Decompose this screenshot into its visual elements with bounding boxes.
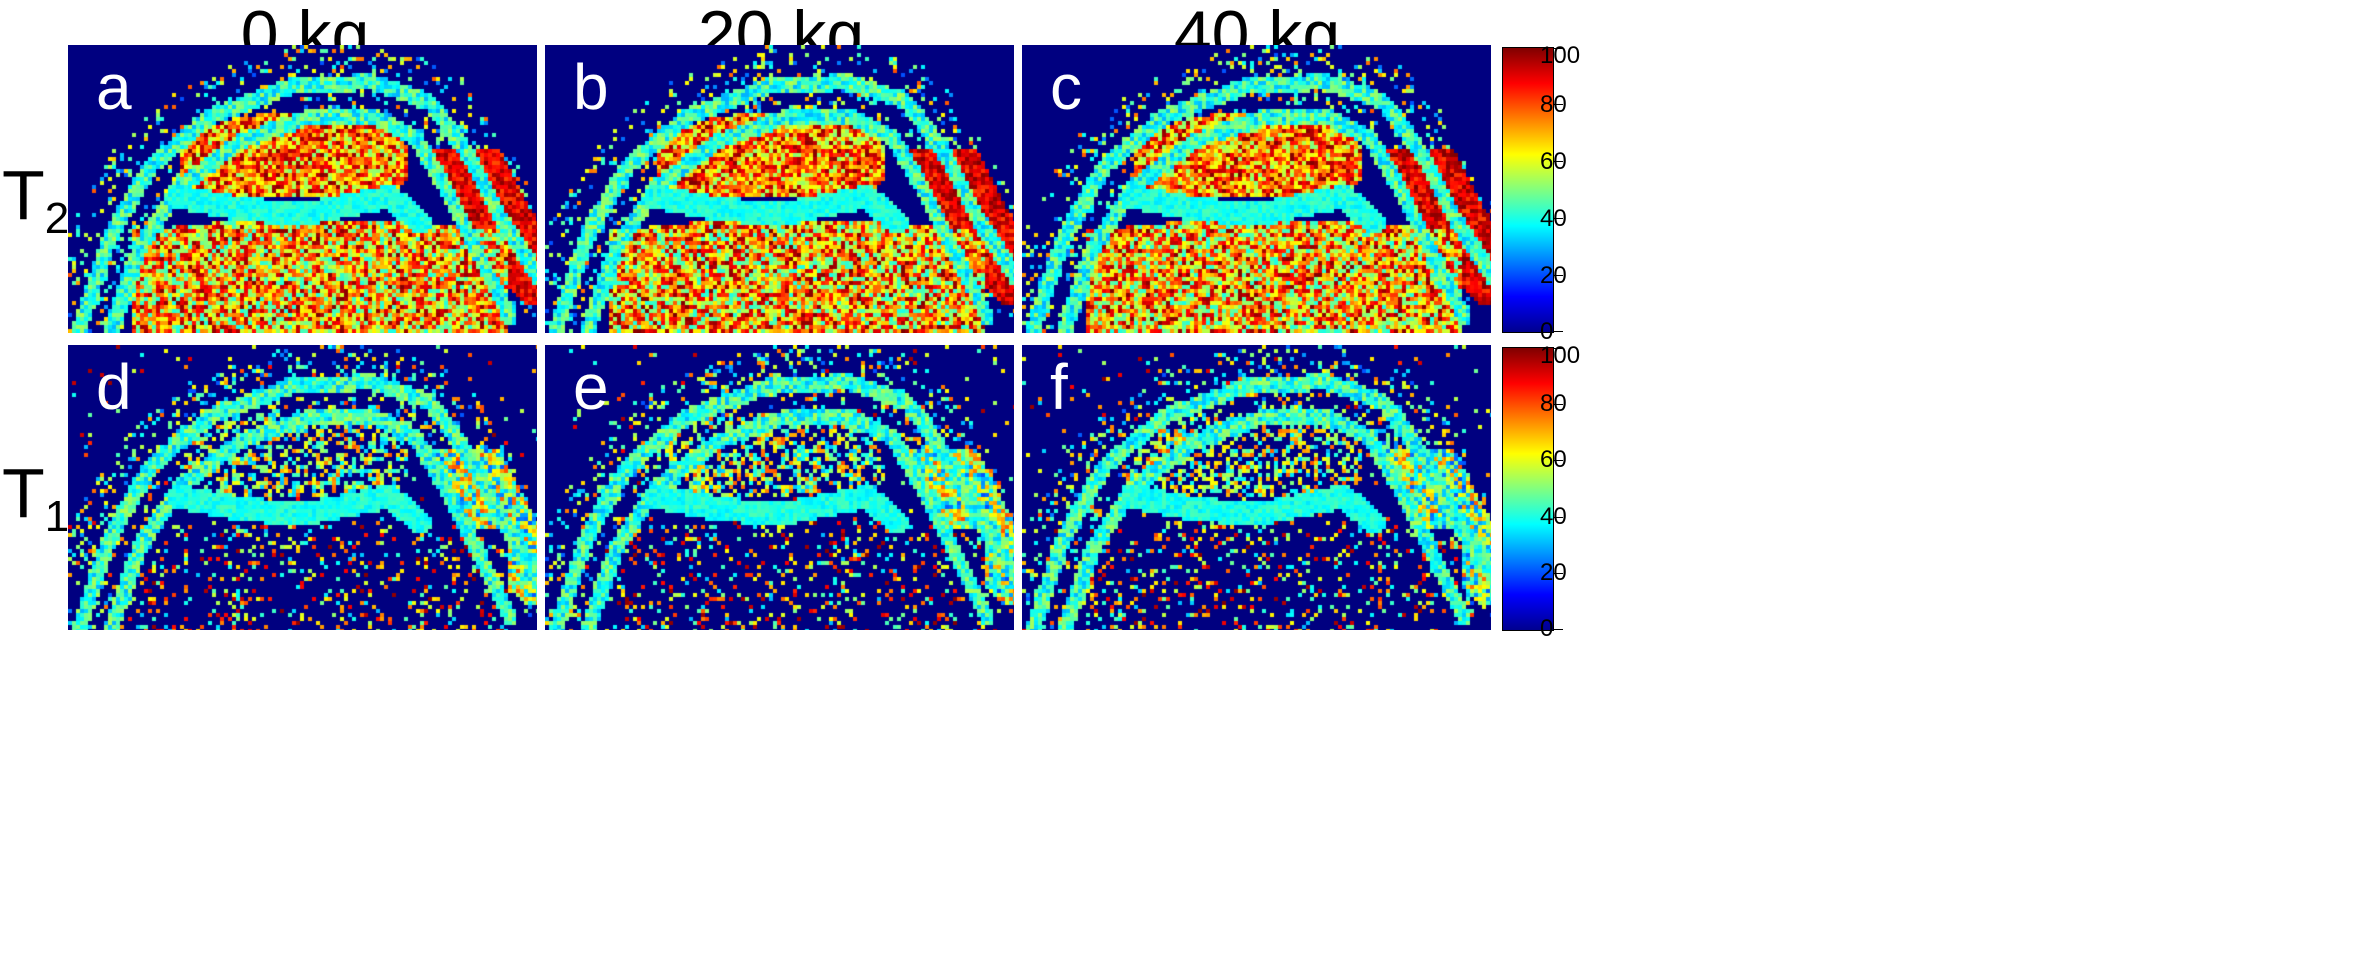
colorbar-bottom-tick-60: 60	[1540, 446, 1567, 473]
panel-b-image	[545, 45, 1014, 333]
panel-d: d	[68, 345, 537, 630]
panel-a-image	[68, 45, 537, 333]
panel-c-letter: c	[1050, 51, 1082, 123]
panel-d-image	[68, 345, 537, 630]
colorbar-top-tick-60: 60	[1540, 148, 1567, 175]
colorbar-top	[1502, 47, 1563, 333]
panel-e-image	[545, 345, 1014, 630]
colorbar-top-tick-40: 40	[1540, 205, 1567, 232]
row-label-t2: T2	[2, 160, 69, 241]
colorbar-bottom-tick-40: 40	[1540, 503, 1567, 530]
colorbar-bottom-tick-20: 20	[1540, 559, 1567, 586]
panel-a-letter: a	[96, 51, 132, 123]
panel-f: f	[1022, 345, 1491, 630]
panel-d-letter: d	[96, 351, 132, 423]
panel-c-image	[1022, 45, 1491, 333]
panel-e: e	[545, 345, 1014, 630]
panel-b-letter: b	[573, 51, 609, 123]
colorbar-bottom-tick-80: 80	[1540, 390, 1567, 417]
panel-f-letter: f	[1050, 351, 1068, 423]
colorbar-top-tick-0: 0	[1540, 318, 1554, 345]
panel-b: b	[545, 45, 1014, 333]
colorbar-bottom-tick-0: 0	[1540, 615, 1554, 642]
panel-c: c	[1022, 45, 1491, 333]
row-label-t1rho-main: T	[2, 454, 45, 532]
panel-a: a	[68, 45, 537, 333]
colorbar-top-tick-20: 20	[1540, 262, 1567, 289]
panel-f-image	[1022, 345, 1491, 630]
row-label-t2-main: T	[2, 156, 45, 234]
colorbar-top-tick-100: 100	[1540, 42, 1581, 69]
row-label-t2-sub: 2	[44, 194, 70, 243]
panel-e-letter: e	[573, 351, 609, 423]
colorbar-bottom-tick-100: 100	[1540, 342, 1581, 369]
colorbar-top-tick-80: 80	[1540, 91, 1567, 118]
colorbar-bottom	[1502, 347, 1563, 631]
